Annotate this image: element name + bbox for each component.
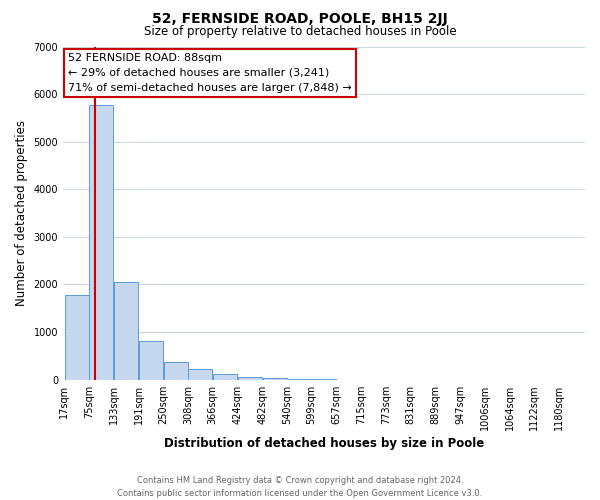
Bar <box>213 374 237 380</box>
Bar <box>65 295 89 380</box>
Text: Size of property relative to detached houses in Poole: Size of property relative to detached ho… <box>143 25 457 38</box>
Bar <box>114 282 138 380</box>
Bar <box>238 377 262 380</box>
Bar <box>89 104 113 380</box>
X-axis label: Distribution of detached houses by size in Poole: Distribution of detached houses by size … <box>164 437 484 450</box>
Bar <box>139 341 163 380</box>
Bar <box>164 362 188 380</box>
Text: 52, FERNSIDE ROAD, POOLE, BH15 2JJ: 52, FERNSIDE ROAD, POOLE, BH15 2JJ <box>152 12 448 26</box>
Bar <box>188 368 212 380</box>
Bar <box>263 378 287 380</box>
Text: 52 FERNSIDE ROAD: 88sqm
← 29% of detached houses are smaller (3,241)
71% of semi: 52 FERNSIDE ROAD: 88sqm ← 29% of detache… <box>68 53 352 93</box>
Y-axis label: Number of detached properties: Number of detached properties <box>15 120 28 306</box>
Text: Contains HM Land Registry data © Crown copyright and database right 2024.
Contai: Contains HM Land Registry data © Crown c… <box>118 476 482 498</box>
